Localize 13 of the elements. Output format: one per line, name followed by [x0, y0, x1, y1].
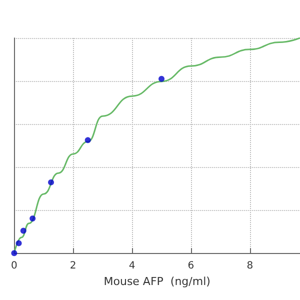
point — [30, 215, 36, 222]
x-tick-label: 4 — [128, 260, 136, 272]
point — [16, 240, 22, 246]
point — [11, 250, 18, 256]
point — [158, 76, 165, 82]
x-tick-label: 8 — [246, 260, 254, 272]
point — [48, 179, 54, 186]
x-tick-label: 0 — [10, 260, 18, 272]
x-tick-label: 2 — [70, 260, 76, 272]
point — [84, 137, 91, 144]
x-tick-label: 6 — [188, 260, 194, 272]
x-axis-title: Mouse AFP (ng/ml) — [104, 275, 210, 288]
point — [20, 228, 26, 234]
